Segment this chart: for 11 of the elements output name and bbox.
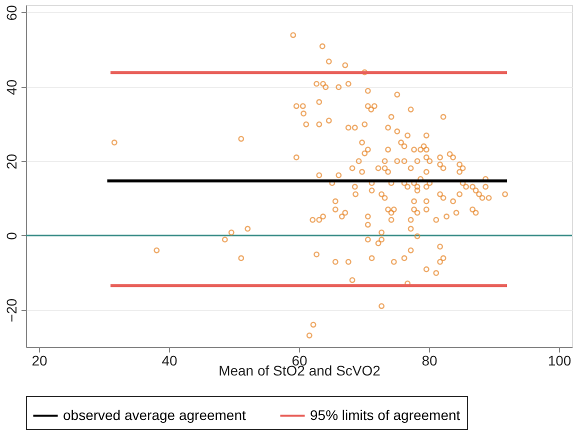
legend-label: 95% limits of agreement [310,406,460,423]
y-tick-label: 60 [4,4,20,21]
x-tick-label: 100 [548,352,572,368]
y-tick-label: 40 [4,79,20,96]
y-tick-label: 0 [4,232,20,240]
x-tick-label: 80 [422,352,438,368]
legend-label: observed average agreement [63,406,246,423]
y-tick-label: −20 [4,298,20,322]
x-tick-label: 20 [32,352,48,368]
x-tick-label: 40 [162,352,178,368]
y-tick-label: 20 [4,154,20,170]
